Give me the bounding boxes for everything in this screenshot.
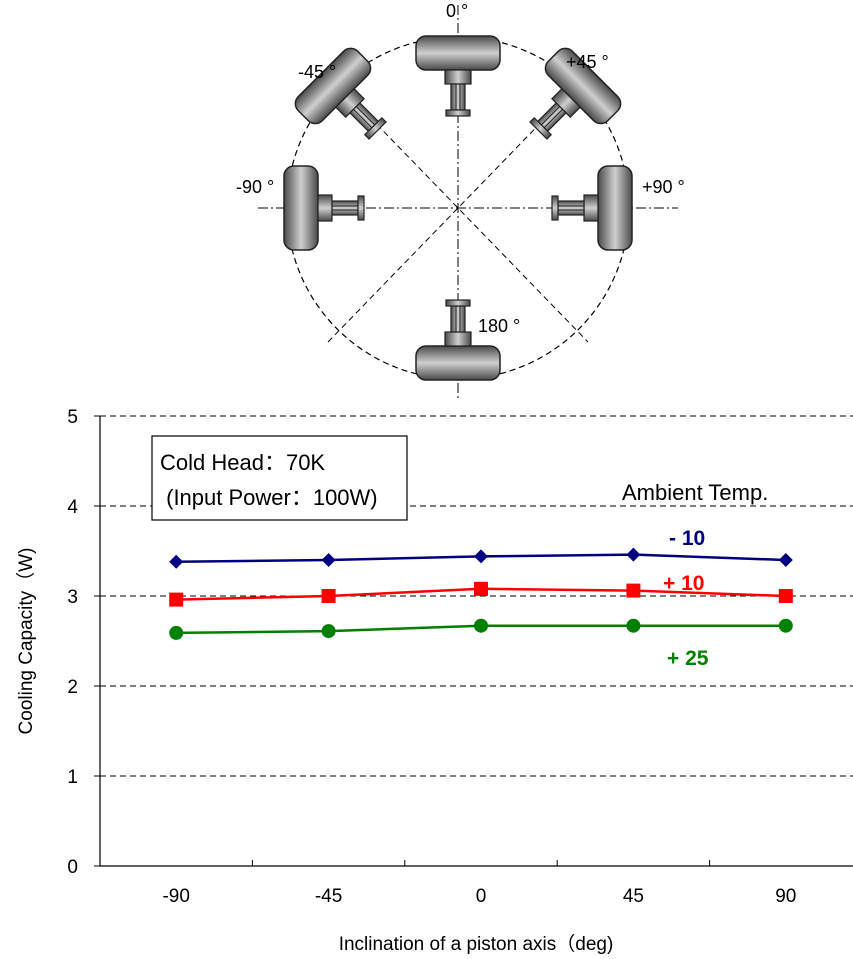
x-tick-label-90: 90 bbox=[775, 886, 796, 907]
y-tick-label-5: 5 bbox=[67, 407, 78, 428]
data-point-s1-4 bbox=[778, 589, 793, 603]
data-point-s0-3 bbox=[626, 547, 641, 562]
annotation-line-1: Cold Head：70K bbox=[160, 450, 325, 475]
y-tick-label-3: 3 bbox=[67, 587, 78, 608]
label-plus45: +45 ° bbox=[566, 52, 609, 72]
series-layer bbox=[169, 547, 793, 640]
series-label-minus10: - 10 bbox=[669, 527, 705, 550]
cooler-unit-0 bbox=[415, 35, 501, 117]
data-point-s0-1 bbox=[321, 553, 336, 567]
cooler-unit-minus90 bbox=[283, 165, 365, 251]
grid-lines bbox=[100, 415, 853, 777]
orientation-diagram: 0 ° -45 ° +45 ° -90 ° +90 ° 180 ° bbox=[236, 1, 685, 398]
label-minus90: -90 ° bbox=[236, 177, 274, 197]
data-point-s0-4 bbox=[778, 553, 793, 567]
x-tick-label-45: 45 bbox=[623, 886, 644, 907]
y-tick-label-1: 1 bbox=[67, 767, 78, 788]
y-tick-label-4: 4 bbox=[67, 497, 78, 518]
label-minus45: -45 ° bbox=[298, 62, 336, 82]
data-point-s2-3 bbox=[626, 618, 641, 633]
x-tick-label--90: -90 bbox=[162, 886, 189, 907]
data-point-s2-4 bbox=[778, 618, 793, 633]
cooler-unit-180 bbox=[415, 299, 501, 381]
data-point-s2-0 bbox=[169, 625, 184, 640]
y-axis-label: Cooling Capacity（W) bbox=[15, 548, 37, 735]
label-0: 0 ° bbox=[446, 1, 468, 21]
data-point-s0-0 bbox=[169, 554, 184, 569]
y-tick-label-0: 0 bbox=[67, 857, 78, 878]
x-tick-label--45: -45 bbox=[315, 886, 342, 907]
x-axis-label: Inclination of a piston axis（deg) bbox=[339, 933, 614, 955]
data-point-s2-1 bbox=[321, 624, 336, 639]
data-point-s1-0 bbox=[169, 592, 184, 607]
data-point-s1-2 bbox=[474, 581, 488, 596]
series-label-plus25: + 25 bbox=[667, 647, 709, 670]
y-tick-label-2: 2 bbox=[67, 677, 78, 698]
cooler-unit-plus90 bbox=[551, 165, 633, 251]
data-point-s1-1 bbox=[321, 589, 336, 603]
label-180: 180 ° bbox=[478, 316, 520, 336]
x-tick-label-0: 0 bbox=[476, 886, 487, 907]
data-point-s1-3 bbox=[626, 583, 641, 598]
annotation-line-2: (Input Power：100W) bbox=[160, 485, 378, 510]
y-ticks: 0 1 2 3 4 5 bbox=[67, 407, 100, 878]
data-point-s0-2 bbox=[474, 549, 488, 564]
annotation-box bbox=[151, 435, 408, 521]
legend-title: Ambient Temp. bbox=[622, 480, 768, 505]
series-label-plus10: + 10 bbox=[663, 572, 704, 595]
label-plus90: +90 ° bbox=[642, 177, 685, 197]
data-point-s2-2 bbox=[474, 618, 488, 633]
x-ticks: -90 -45 0 45 90 bbox=[99, 860, 796, 907]
